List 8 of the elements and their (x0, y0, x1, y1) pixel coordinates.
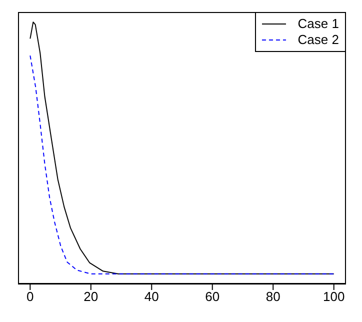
x-tick-label: 40 (144, 289, 159, 304)
x-tick-label: 100 (323, 289, 345, 304)
x-tick-label: 20 (84, 289, 98, 304)
legend-label: Case 1 (298, 16, 339, 32)
x-tick-label: 0 (26, 289, 34, 304)
x-tick-label: 80 (266, 289, 280, 304)
legend-label: Case 2 (298, 32, 339, 48)
x-tick-label: 60 (205, 289, 220, 304)
